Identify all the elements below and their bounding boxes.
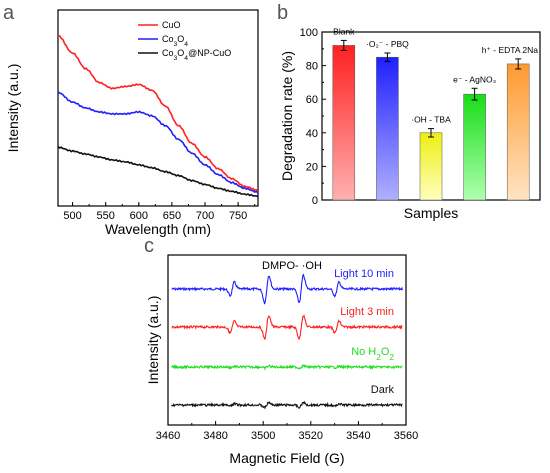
panel-b-y-ticks: 0 20 40 60 80 100 <box>300 27 326 207</box>
panel-c-x-ticks: 3460 3480 3500 3520 3540 3560 <box>156 421 418 442</box>
panel-a-legend-entry: Co3O4 <box>162 34 188 48</box>
panel-c-trace <box>171 273 403 305</box>
panel-b-y-tick-label: 100 <box>300 27 318 39</box>
panel-b-bar <box>506 63 530 201</box>
panel-a-uv-vis: a 500 550 600 650 700 750 CuO Co3O4Co3O4@NP-Cu… <box>3 2 259 237</box>
panel-a-x-tick-label: 600 <box>130 210 148 222</box>
panel-c-trace-label: Light 3 min <box>340 306 394 318</box>
panel-b-bar <box>332 45 356 201</box>
panel-c-trace <box>171 314 403 341</box>
panel-a-legend-entry: Co3O4@NP-CuO <box>162 48 231 62</box>
panel-letter-c: c <box>144 235 154 257</box>
panel-b-x-axis-title: Samples <box>404 205 458 221</box>
panel-c-plot-frame <box>167 254 407 426</box>
panel-b-y-tick-label: 0 <box>312 195 318 207</box>
panel-b-bar-label: ·O₂⁻ - PBQ <box>366 39 409 49</box>
panel-b-bar-label: Blank <box>333 26 355 36</box>
panel-c-annotation: DMPO- ·OH <box>262 260 322 272</box>
panel-b-bar <box>463 93 486 201</box>
panel-c-trace <box>171 400 403 410</box>
panel-b-y-tick-label: 60 <box>306 94 318 106</box>
panel-b-degradation: b 0 20 40 60 80 100 Blank ·O₂⁻ - PBQ ·OH - TBA e… <box>277 2 541 221</box>
panel-c-x-tick-label: 3500 <box>251 430 275 442</box>
panel-a-plot-frame <box>57 9 259 207</box>
panel-c-x-tick-label: 3520 <box>299 430 323 442</box>
panel-b-y-axis-title: Degradation rate (%) <box>279 51 295 181</box>
panel-c-x-tick-label: 3540 <box>346 430 370 442</box>
panel-b-bars: Blank ·O₂⁻ - PBQ ·OH - TBA e⁻ - AgNO₃ h⁺ - E… <box>332 26 539 201</box>
panel-letter-a: a <box>3 2 15 24</box>
panel-c-trace <box>171 364 403 371</box>
panel-c-x-tick-label: 3480 <box>203 430 227 442</box>
panel-c-trace-label: Light 10 min <box>334 268 394 280</box>
panel-b-bar-label: e⁻ - AgNO₃ <box>453 74 496 84</box>
panel-b-y-tick-label: 80 <box>306 61 318 73</box>
panel-a-x-ticks: 500 550 600 650 700 750 <box>63 202 256 222</box>
panel-c-x-tick-label: 3560 <box>394 430 418 442</box>
panel-a-y-axis-title: Intensity (a.u.) <box>5 64 21 153</box>
panel-a-x-tick-label: 650 <box>163 210 181 222</box>
panel-a-series-line <box>57 146 259 198</box>
panel-c-trace-label: Dark <box>371 384 395 396</box>
panel-a-x-tick-label: 500 <box>63 210 81 222</box>
panel-c-x-tick-label: 3460 <box>156 430 180 442</box>
panel-b-bar-label: h⁺ - EDTA 2Na <box>482 45 539 55</box>
panel-c-y-axis-title: Intensity (a.u.) <box>145 296 161 385</box>
panel-c-x-axis-title: Magnetic Field (G) <box>229 450 344 466</box>
panel-a-x-tick-label: 700 <box>196 210 214 222</box>
panel-b-y-tick-label: 20 <box>306 161 318 173</box>
panel-a-series-line <box>57 34 259 192</box>
panel-c-trace-label: No H2O2 <box>351 346 394 362</box>
panel-a-x-axis-title: Wavelength (nm) <box>105 221 211 237</box>
panel-b-bar <box>419 132 443 201</box>
panel-b-y-tick-label: 40 <box>306 128 318 140</box>
panel-b-bar <box>376 56 399 201</box>
panel-a-series-line <box>57 91 259 194</box>
panel-c-epr: c 3460 3480 3500 3520 3540 3560 Light 10 minL… <box>144 235 418 466</box>
panel-a-series <box>57 34 259 198</box>
panel-letter-b: b <box>277 2 288 24</box>
panel-b-bar-label: ·OH - TBA <box>411 115 451 125</box>
panel-c-traces: Light 10 min Light 3 min No H2O2 Dark <box>171 268 403 410</box>
panel-a-legend-entry: CuO <box>162 20 181 30</box>
panel-a-x-tick-label: 750 <box>229 210 247 222</box>
panel-a-x-tick-label: 550 <box>97 210 115 222</box>
